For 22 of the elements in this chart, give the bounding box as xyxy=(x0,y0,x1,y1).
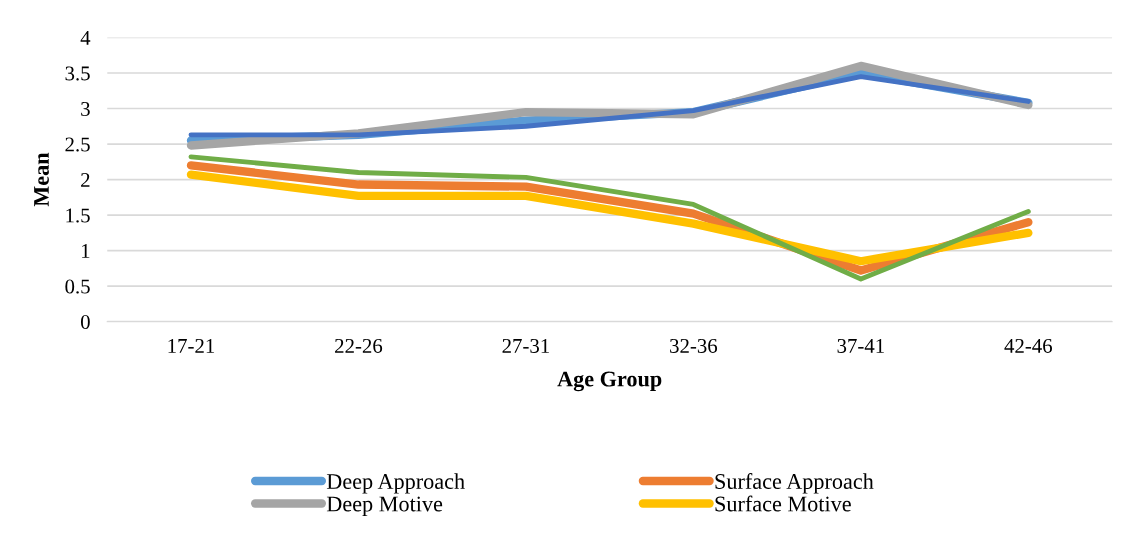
y-tick-label: 1.5 xyxy=(66,208,90,223)
y-tick-label: 1 xyxy=(82,244,90,258)
x-tick-label: 37-41 xyxy=(837,338,884,353)
legend-label: Deep Motive xyxy=(326,496,443,516)
x-tick-label: 32-36 xyxy=(670,338,718,353)
y-tick-label: 4 xyxy=(80,31,91,45)
legend-label: Surface Approach xyxy=(715,473,874,494)
y-tick-label: 2.5 xyxy=(65,137,90,152)
x-tick-label: 22-26 xyxy=(335,338,383,353)
legend-label: Deep Approach xyxy=(326,473,465,494)
x-tick-label: 42-46 xyxy=(1004,338,1053,353)
line-series xyxy=(188,74,1031,138)
x-tick-label: 17-21 xyxy=(168,338,215,353)
y-tick-label: 2 xyxy=(81,172,90,187)
y-tick-label: 0 xyxy=(80,314,90,330)
y-tick-label: 0.5 xyxy=(65,279,90,294)
legend-label: Surface Motive xyxy=(715,495,851,512)
y-tick-label: 3.5 xyxy=(65,66,90,81)
y-axis-title: Mean xyxy=(34,152,49,207)
y-tick-label: 3 xyxy=(81,101,90,116)
x-tick-label: 27-31 xyxy=(502,338,549,353)
x-axis-title: Age Group xyxy=(557,371,662,392)
